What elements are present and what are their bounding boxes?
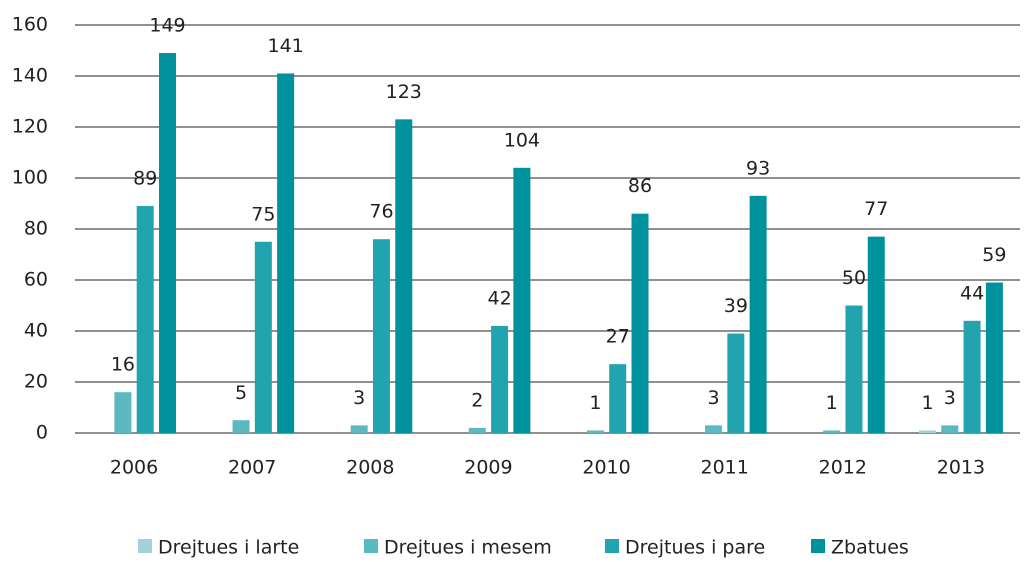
data-label: 16 — [111, 354, 135, 376]
bar — [941, 425, 959, 433]
bar — [372, 239, 390, 433]
bar — [609, 364, 627, 433]
y-tick-label: 80 — [24, 218, 48, 240]
x-tick-label: 2007 — [228, 457, 276, 479]
bar — [254, 241, 272, 433]
bar — [963, 320, 981, 433]
data-label: 3 — [353, 387, 365, 409]
legend-swatch — [364, 539, 378, 553]
y-tick-label: 0 — [36, 422, 48, 444]
data-label: 1 — [589, 392, 601, 414]
x-tick-label: 2009 — [464, 457, 512, 479]
bar — [918, 430, 936, 433]
data-label: 5 — [235, 382, 247, 404]
x-tick-label: 2012 — [819, 457, 867, 479]
bar — [727, 333, 745, 433]
bar — [395, 119, 413, 433]
bar — [232, 420, 250, 433]
y-tick-label: 60 — [24, 269, 48, 291]
x-tick-label: 2011 — [701, 457, 749, 479]
data-label: 93 — [746, 157, 770, 179]
legend-label: Drejtues i pare — [625, 537, 765, 559]
x-tick-label: 2008 — [346, 457, 394, 479]
y-tick-label: 40 — [24, 320, 48, 342]
bar — [586, 430, 604, 433]
data-label: 44 — [960, 282, 984, 304]
data-label: 39 — [724, 295, 748, 317]
data-label: 1 — [921, 392, 933, 414]
bar — [468, 427, 486, 433]
data-label: 3 — [944, 387, 956, 409]
y-tick-label: 140 — [12, 65, 48, 87]
bar — [159, 53, 177, 434]
y-tick-label: 20 — [24, 371, 48, 393]
data-label: 104 — [504, 129, 540, 151]
bar — [749, 195, 767, 433]
data-label: 27 — [606, 326, 630, 348]
data-label: 2 — [471, 389, 483, 411]
data-label: 86 — [628, 175, 652, 197]
legend-swatch — [605, 539, 619, 553]
y-tick-label: 100 — [12, 167, 48, 189]
bar — [350, 425, 368, 433]
bar — [277, 73, 295, 433]
bar — [136, 206, 154, 433]
data-label: 75 — [251, 203, 275, 225]
data-label: 59 — [982, 244, 1006, 266]
legend-swatch — [811, 539, 825, 553]
legend-label: Drejtues i larte — [158, 537, 299, 559]
x-tick-label: 2013 — [937, 457, 985, 479]
y-tick-label: 160 — [12, 14, 48, 36]
y-tick-label: 120 — [12, 116, 48, 138]
x-tick-label: 2010 — [582, 457, 630, 479]
bar — [823, 430, 841, 433]
data-label: 1 — [826, 392, 838, 414]
bar — [631, 213, 649, 433]
x-tick-label: 2006 — [110, 457, 158, 479]
data-label: 89 — [133, 168, 157, 190]
bar — [867, 236, 885, 433]
data-label: 42 — [487, 287, 511, 309]
legend-label: Zbatues — [831, 537, 909, 559]
bar — [705, 425, 723, 433]
data-label: 123 — [386, 81, 422, 103]
data-label: 141 — [268, 35, 304, 57]
data-label: 3 — [707, 387, 719, 409]
data-label: 149 — [149, 15, 185, 37]
bar — [491, 325, 509, 433]
bar — [114, 392, 132, 433]
data-label: 77 — [864, 198, 888, 220]
bar — [845, 305, 863, 433]
data-label: 50 — [842, 267, 866, 289]
data-label: 76 — [369, 201, 393, 223]
bar — [513, 167, 531, 434]
legend-label: Drejtues i mesem — [384, 537, 552, 559]
bar — [985, 282, 1003, 433]
legend-swatch — [138, 539, 152, 553]
